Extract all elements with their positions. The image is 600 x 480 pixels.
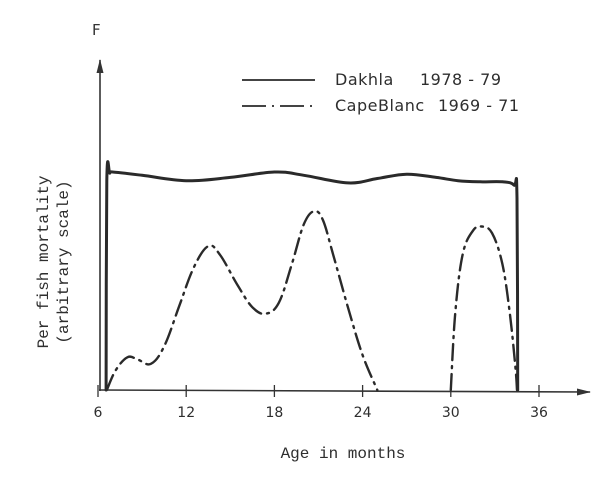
series-dakhla-line (104, 160, 520, 392)
legend-label-dakhla: Dakhla (335, 70, 394, 89)
legend-label-cape-blanc: CapeBlanc (335, 96, 425, 115)
x-axis (98, 388, 591, 396)
x-tick-label: 24 (354, 405, 372, 421)
series-cape-blanc-line (105, 209, 379, 392)
series-cape-blanc-line (449, 225, 519, 392)
x-tick-label: 36 (530, 405, 548, 421)
y-axis-title-line2: (arbitrary scale) (55, 180, 73, 343)
legend: Dakhla 1978 - 79 CapeBlanc 1969 - 71 (242, 70, 520, 115)
x-tick-label: 18 (265, 405, 283, 421)
x-tick-label: 6 (94, 405, 103, 421)
y-axis-symbol: F (92, 21, 101, 39)
axes (96, 59, 591, 396)
x-ticks: 6 12 18 24 30 36 (94, 385, 548, 421)
x-tick-label: 30 (442, 405, 460, 421)
x-axis-title: Age in months (281, 445, 406, 463)
y-axis-title-line1: Per fish mortality (35, 175, 53, 348)
legend-years-cape-blanc: 1969 - 71 (438, 96, 520, 115)
series-layer (104, 160, 520, 392)
legend-years-dakhla: 1978 - 79 (420, 70, 502, 89)
legend-item-cape-blanc: CapeBlanc 1969 - 71 (242, 96, 520, 115)
legend-item-dakhla: Dakhla 1978 - 79 (242, 70, 502, 89)
x-tick-label: 12 (177, 405, 195, 421)
y-axis-title: Per fish mortality (arbitrary scale) (35, 175, 73, 348)
